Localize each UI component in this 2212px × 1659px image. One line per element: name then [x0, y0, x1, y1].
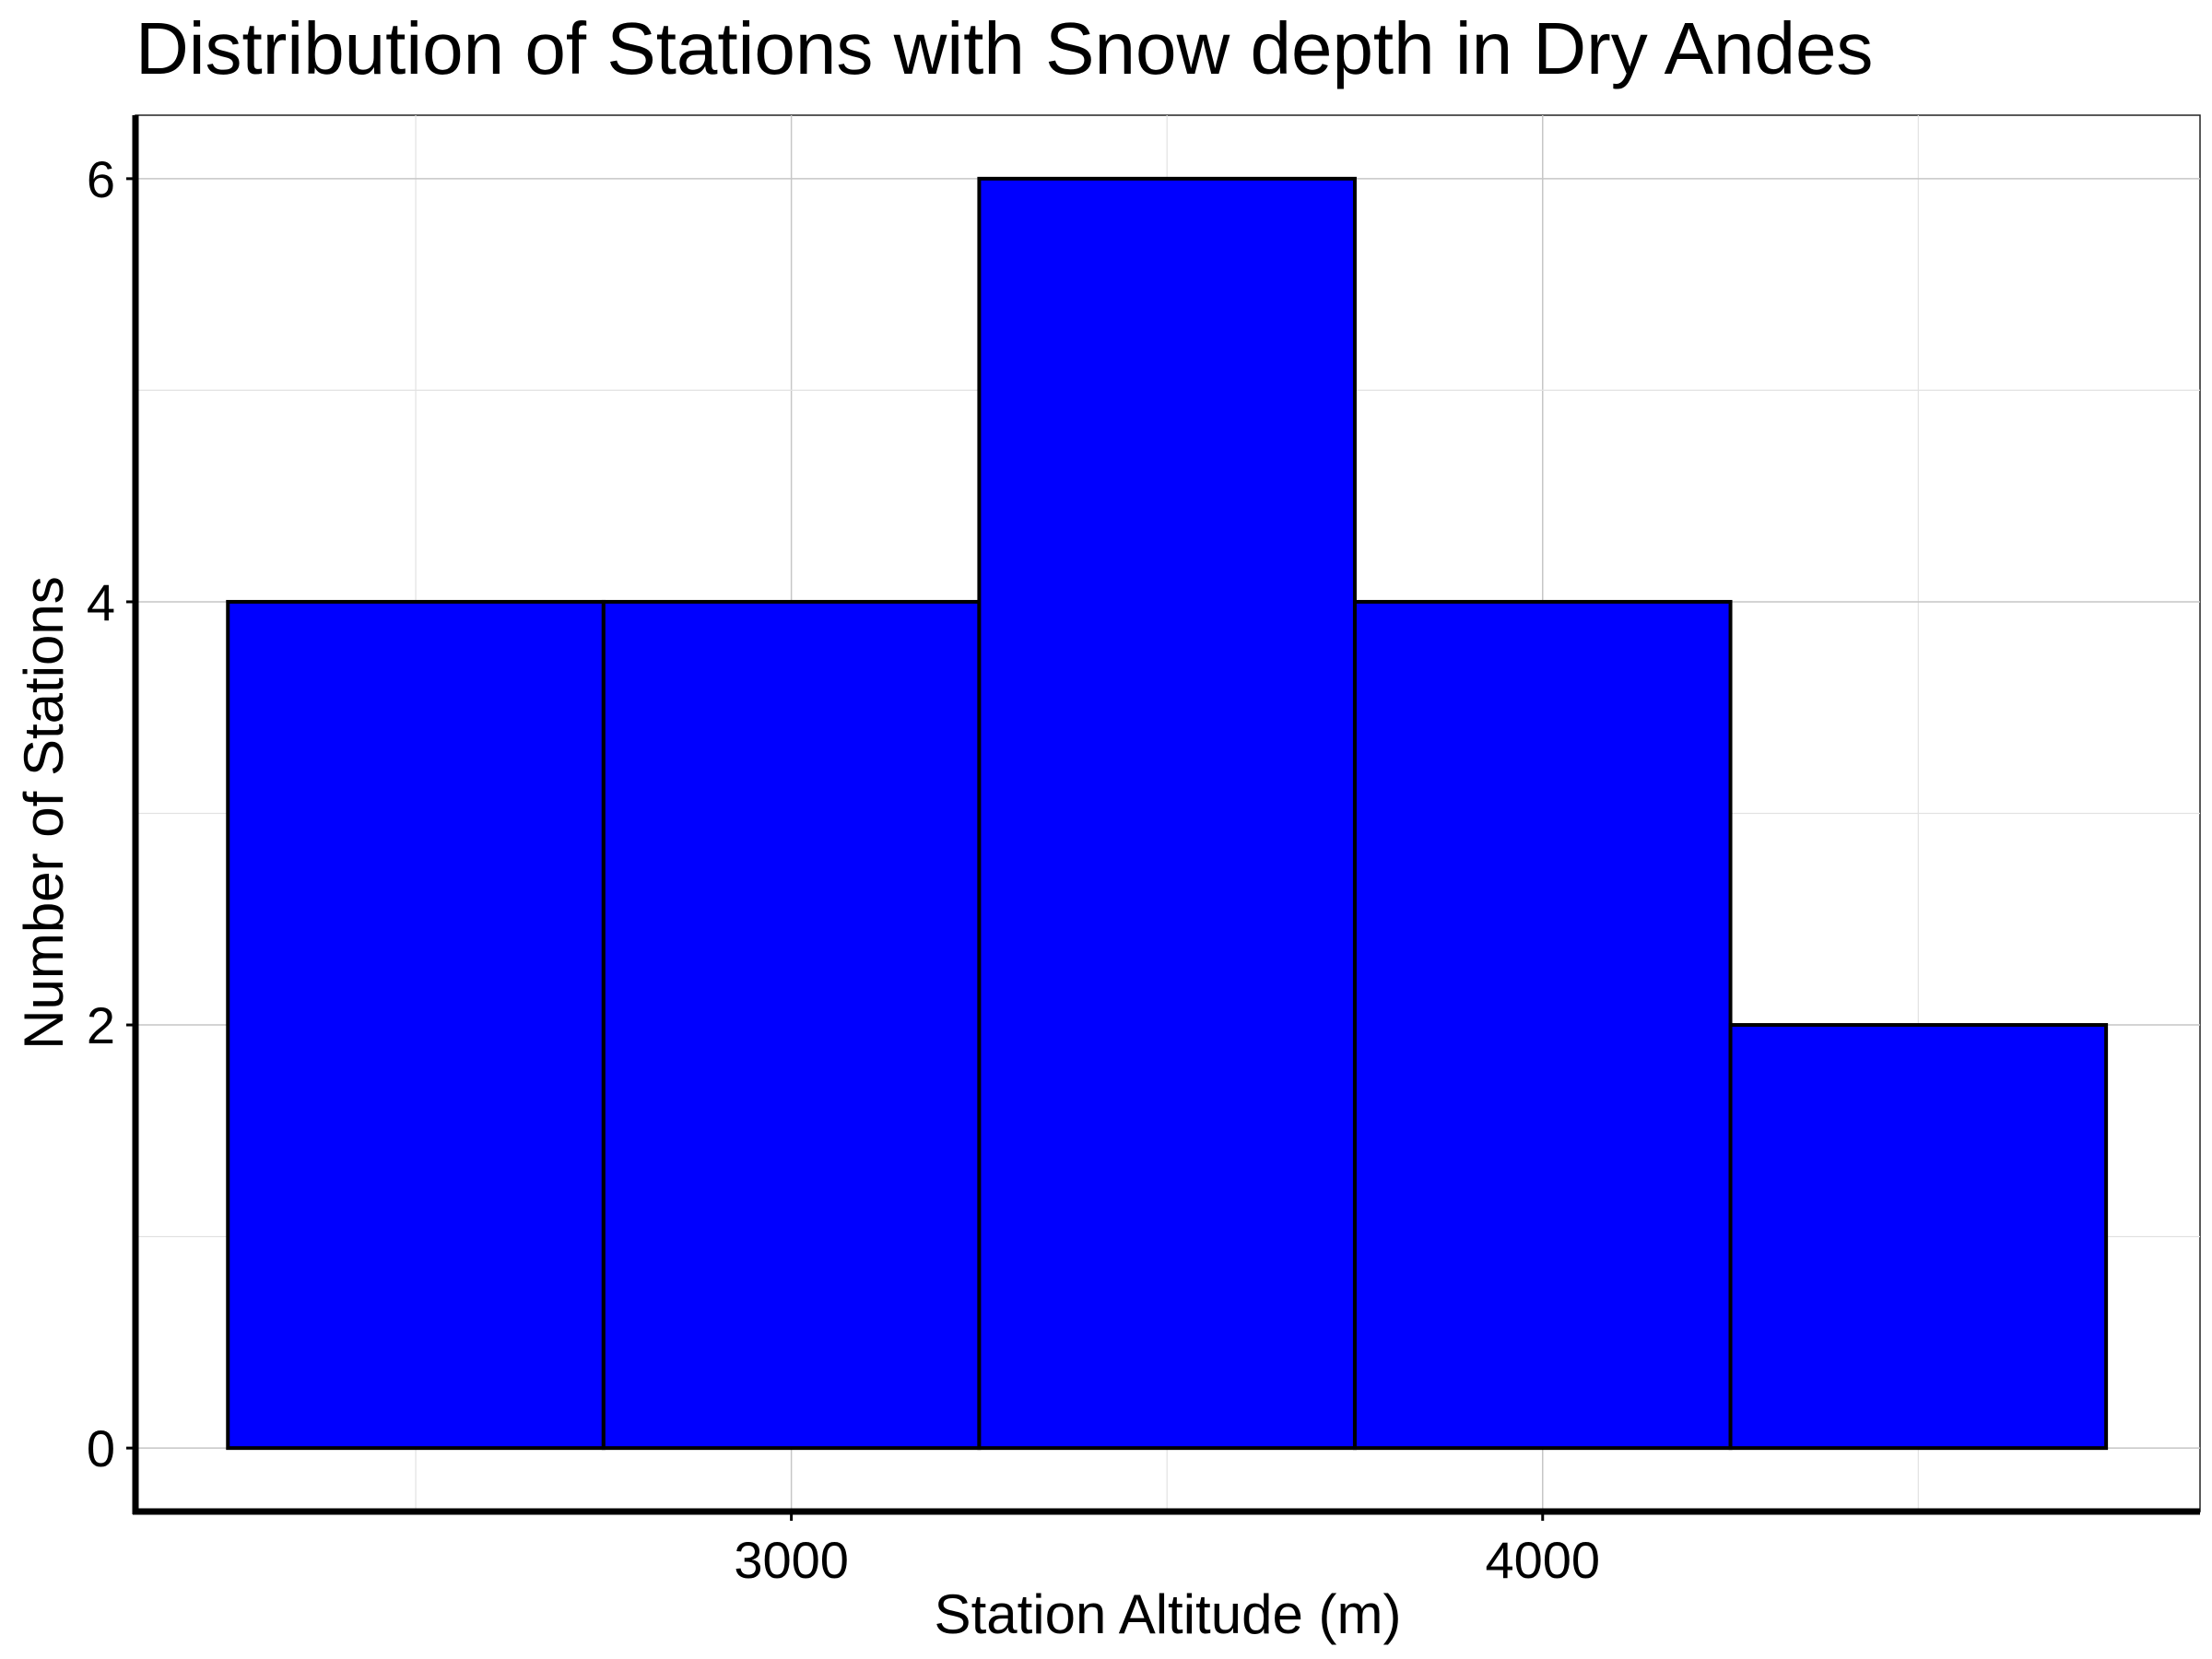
y-tick-label-0: 0	[87, 1419, 115, 1477]
y-axis-ticks: 0 2 4 6	[87, 150, 115, 1477]
x-tick-label-4000: 4000	[1485, 1531, 1600, 1589]
x-axis-title: Station Altitude (m)	[935, 1583, 1402, 1645]
histogram-bar	[601, 599, 982, 1451]
y-tick-label-4: 4	[87, 573, 115, 631]
chart-title: Distribution of Stations with Snow depth…	[135, 7, 1873, 89]
histogram-bars	[226, 176, 2109, 1451]
y-tick-label-6: 6	[87, 150, 115, 208]
histogram-bar	[1728, 1023, 2109, 1451]
y-tick-label-2: 2	[87, 996, 115, 1054]
axes	[126, 115, 2200, 1521]
x-axis-ticks: 3000 4000	[734, 1531, 1600, 1589]
histogram-bar	[226, 599, 606, 1451]
histogram-bar	[1352, 599, 1733, 1451]
histogram-bar	[977, 176, 1357, 1451]
x-tick-label-3000: 3000	[734, 1531, 849, 1589]
y-axis-title: Number of Stations	[13, 576, 75, 1050]
